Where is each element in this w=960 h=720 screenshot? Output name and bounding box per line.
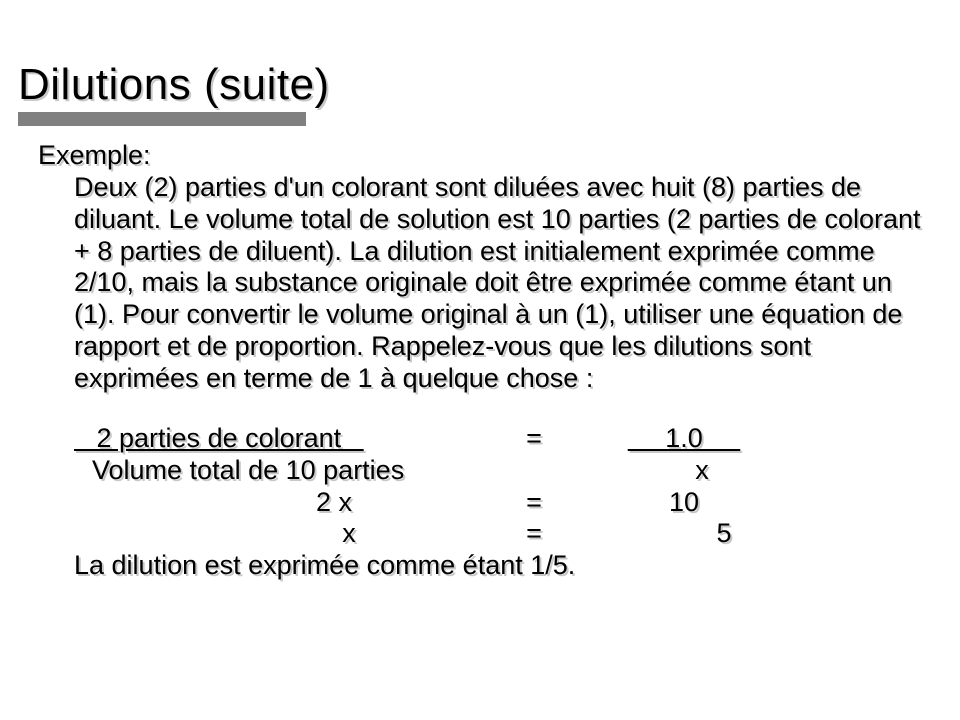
eq3-equals: = (494, 487, 574, 519)
eq2-equals (512, 455, 592, 487)
eq2-right: x (592, 455, 812, 487)
eq1-right: 1.0 (574, 423, 794, 455)
eq3-right: 10 (574, 487, 794, 519)
equation-line-3: 2 x = 10 (74, 487, 938, 519)
eq3-left: 2 x (74, 487, 494, 519)
slide-title: Dilutions (suite) (18, 60, 330, 110)
title-underline-bar (18, 112, 306, 126)
slide-body: Exemple: Deux (2) parties d'un colorant … (38, 140, 938, 582)
equation-line-2: Volume total de 10 parties x (74, 455, 938, 487)
example-label: Exemple: (38, 140, 938, 172)
slide: Dilutions (suite) Exemple: Deux (2) part… (0, 0, 960, 720)
eq4-right: 5 (574, 518, 834, 550)
example-paragraph: Deux (2) parties d'un colorant sont dilu… (74, 172, 938, 395)
spacer (38, 395, 938, 423)
eq4-equals: = (494, 518, 574, 550)
title-block: Dilutions (suite) (18, 60, 330, 126)
eq1-equals: = (494, 423, 574, 455)
equation-block: 2 parties de colorant = 1.0 Volume total… (74, 423, 938, 550)
eq1-left: 2 parties de colorant (74, 423, 494, 455)
equation-line-4: x = 5 (74, 518, 938, 550)
eq2-left: Volume total de 10 parties (74, 455, 512, 487)
equation-line-1: 2 parties de colorant = 1.0 (74, 423, 938, 455)
conclusion-text: La dilution est exprimée comme étant 1/5… (74, 550, 938, 582)
eq4-left: x (74, 518, 494, 550)
